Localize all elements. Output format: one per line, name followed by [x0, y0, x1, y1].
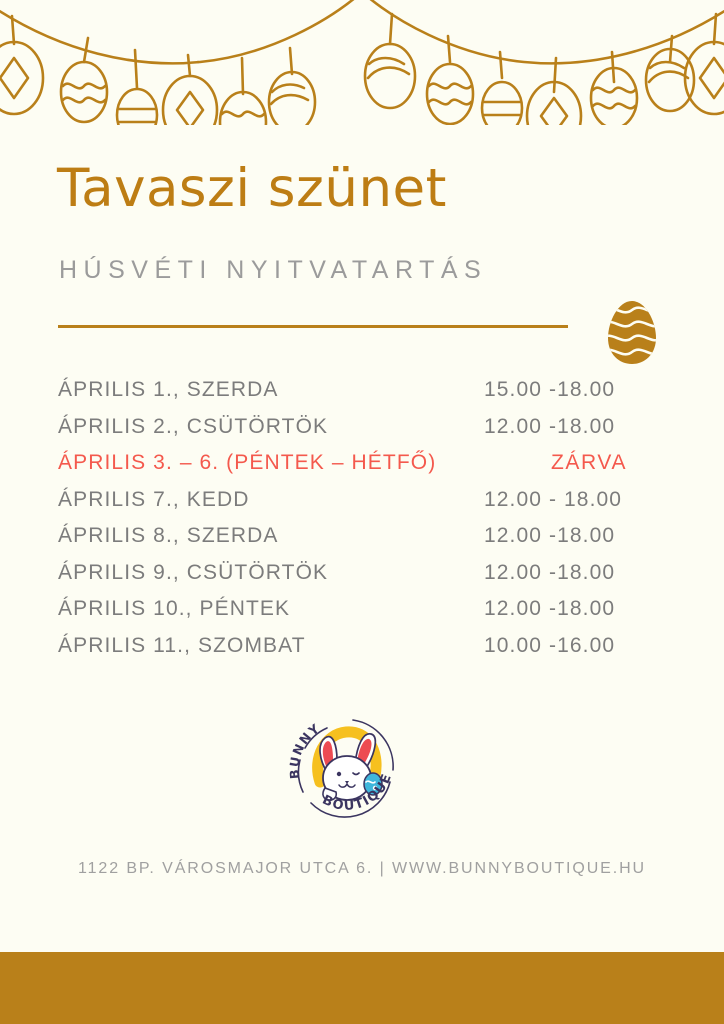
schedule-hours: 12.00 - 18.00	[484, 487, 623, 511]
schedule-hours: 15.00 -18.00	[484, 378, 616, 401]
divider	[58, 325, 568, 328]
schedule-day: ÁPRILIS 9., CSÜTÖRTÖK	[58, 560, 329, 584]
schedule-day: ÁPRILIS 10., PÉNTEK	[58, 597, 291, 620]
easter-egg-icon	[608, 301, 656, 364]
easter-egg-garland-icon	[0, 0, 724, 125]
schedule-day: ÁPRILIS 3. – 6. (PÉNTEK – HÉTFŐ)	[58, 451, 437, 474]
opening-hours-list: ÁPRILIS 1., SZERDA 15.00 -18.00 ÁPRILIS …	[0, 378, 724, 670]
page-title: Tavaszi szünet	[57, 158, 447, 219]
schedule-hours: 12.00 -18.00	[484, 597, 616, 620]
table-row: ÁPRILIS 11., SZOMBAT 10.00 -16.00	[0, 634, 724, 671]
status-badge: ZÁRVA	[551, 451, 628, 474]
schedule-day: ÁPRILIS 11., SZOMBAT	[58, 633, 306, 657]
schedule-hours: 12.00 -18.00	[484, 560, 616, 584]
schedule-day: ÁPRILIS 2., CSÜTÖRTÖK	[58, 414, 329, 438]
schedule-hours: 10.00 -16.00	[484, 633, 616, 657]
bunny-boutique-logo: BUNNY BOUTIQUE	[287, 719, 394, 818]
schedule-day: ÁPRILIS 1., SZERDA	[58, 378, 279, 401]
schedule-day: ÁPRILIS 7., KEDD	[58, 487, 250, 511]
footer-contact: 1122 BP. VÁROSMAJOR UTCA 6. | WWW.BUNNYB…	[78, 860, 646, 877]
table-row: ÁPRILIS 1., SZERDA 15.00 -18.00	[0, 378, 724, 415]
table-row: ÁPRILIS 7., KEDD 12.00 - 18.00	[0, 488, 724, 525]
table-row: ÁPRILIS 2., CSÜTÖRTÖK 12.00 -18.00	[0, 415, 724, 452]
page-subtitle: HÚSVÉTI NYITVATARTÁS	[59, 256, 488, 284]
schedule-hours: 12.00 -18.00	[484, 524, 616, 547]
table-row-closed: ÁPRILIS 3. – 6. (PÉNTEK – HÉTFŐ) ZÁRVA	[0, 451, 724, 488]
bottom-accent-bar	[0, 952, 724, 1024]
schedule-hours: 12.00 -18.00	[484, 414, 616, 438]
table-row: ÁPRILIS 9., CSÜTÖRTÖK 12.00 -18.00	[0, 561, 724, 598]
schedule-day: ÁPRILIS 8., SZERDA	[58, 524, 279, 547]
table-row: ÁPRILIS 8., SZERDA 12.00 -18.00	[0, 524, 724, 561]
table-row: ÁPRILIS 10., PÉNTEK 12.00 -18.00	[0, 597, 724, 634]
